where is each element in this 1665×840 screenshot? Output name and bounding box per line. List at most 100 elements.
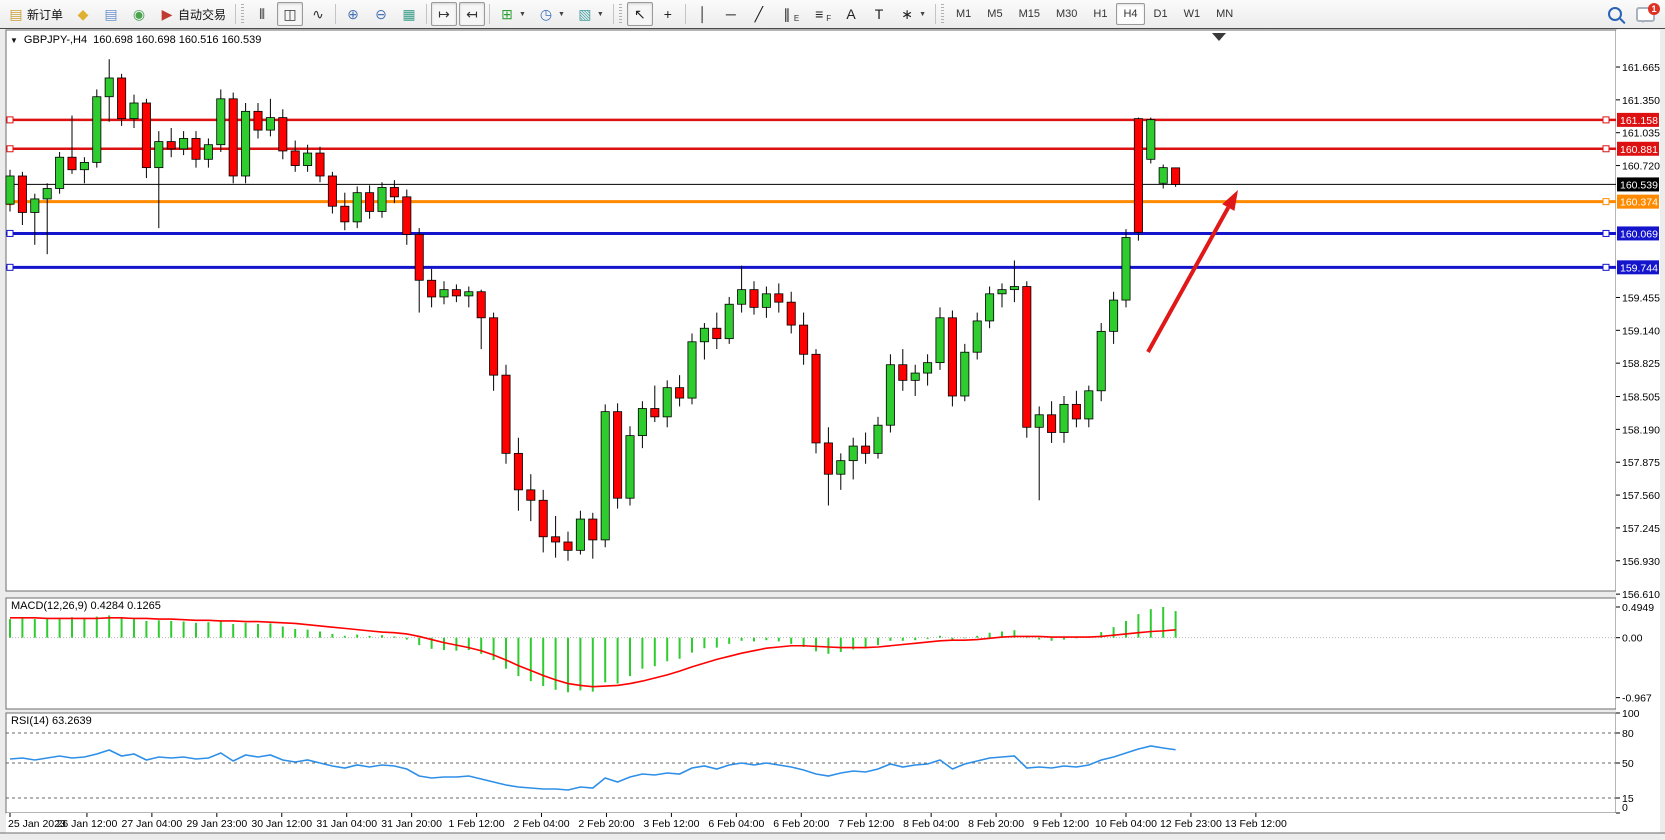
bear-candle-body bbox=[476, 291, 486, 319]
bear-candle-body bbox=[228, 98, 238, 177]
y-tick-label: 161.350 bbox=[1622, 95, 1660, 107]
bear-candle-body bbox=[427, 279, 437, 298]
trendline-button[interactable]: ╱ bbox=[746, 2, 772, 26]
candle bbox=[1121, 229, 1131, 308]
chart-shift-marker[interactable] bbox=[1212, 33, 1226, 41]
chart-shift-button[interactable]: ↤ bbox=[459, 2, 486, 26]
bar-chart-icon: ⫴ bbox=[259, 6, 265, 22]
bear-candle-body bbox=[799, 324, 809, 355]
timeframe-m1[interactable]: M1 bbox=[956, 8, 972, 20]
bear-candle-body bbox=[588, 518, 598, 541]
vertical-line-icon: │ bbox=[698, 6, 708, 22]
crosshair-button[interactable]: + bbox=[655, 2, 681, 26]
equidistant-channel-icon-sub: E bbox=[793, 13, 800, 23]
line-handle[interactable] bbox=[6, 116, 14, 124]
timeframe-m5[interactable]: M5 bbox=[987, 8, 1003, 20]
rsi-tick-label: 50 bbox=[1622, 758, 1634, 770]
text-label-icon: T bbox=[874, 6, 884, 22]
bull-candle-body bbox=[241, 110, 251, 177]
bull-candle-body bbox=[625, 435, 635, 499]
candle bbox=[55, 152, 65, 194]
timeframe-m30[interactable]: M30 bbox=[1055, 8, 1078, 20]
timeframe-mn[interactable]: MN bbox=[1216, 8, 1234, 20]
x-axis-label: 3 Feb 12:00 bbox=[643, 818, 699, 830]
new-order-button-label: 新订单 bbox=[27, 7, 64, 22]
line-handle[interactable] bbox=[1602, 145, 1610, 153]
candle bbox=[923, 354, 933, 386]
horizontal-line-button[interactable]: ─ bbox=[718, 2, 744, 26]
bull-candle-body bbox=[464, 291, 474, 297]
notification-badge: 1 bbox=[1648, 2, 1660, 15]
bull-candle-body bbox=[1096, 330, 1106, 392]
timeframe-d1[interactable]: D1 bbox=[1153, 8, 1168, 20]
y-tick-label: 158.190 bbox=[1622, 424, 1660, 436]
x-axis-label: 7 Feb 12:00 bbox=[838, 818, 894, 830]
templates-button[interactable]: ▧ ▼ bbox=[572, 2, 609, 26]
one-click-trading-toggle[interactable]: ▼ bbox=[10, 35, 18, 45]
timeframe-h4[interactable]: H4 bbox=[1116, 3, 1145, 25]
new-order-icon: ▤ bbox=[9, 6, 23, 22]
timeframe-w1[interactable]: W1 bbox=[1183, 8, 1201, 20]
candlestick-chart-button[interactable]: ◫ bbox=[277, 2, 304, 26]
new-order-button[interactable]: ▤ 新订单 bbox=[3, 2, 68, 26]
trend-arrow-head[interactable] bbox=[1222, 190, 1238, 211]
bear-candle-body bbox=[166, 141, 176, 150]
autotrading-button[interactable]: ▶ 自动交易 bbox=[154, 2, 231, 26]
bull-candle-body bbox=[5, 175, 15, 205]
line-chart-button[interactable]: ∿ bbox=[305, 2, 331, 26]
price-badge-label: 159.744 bbox=[1620, 262, 1658, 274]
bull-candle-body bbox=[637, 408, 647, 437]
bull-candle-body bbox=[104, 77, 114, 98]
tile-windows-button[interactable]: ▦ bbox=[396, 2, 422, 26]
candle bbox=[538, 489, 548, 553]
trend-arrow-line[interactable] bbox=[1146, 206, 1231, 353]
periods-button[interactable]: ◷ ▼ bbox=[533, 2, 570, 26]
text-button[interactable]: A bbox=[838, 2, 864, 26]
channel-button[interactable]: ∥ E bbox=[774, 2, 804, 26]
search-icon[interactable] bbox=[1608, 7, 1622, 21]
line-handle[interactable] bbox=[1602, 116, 1610, 124]
macd-indicator-label: MACD(12,26,9) 0.4284 0.1265 bbox=[11, 600, 161, 612]
candle bbox=[1047, 401, 1057, 443]
print-button[interactable]: ▤ bbox=[98, 2, 124, 26]
fibonacci-button[interactable]: ≡ F bbox=[806, 2, 836, 26]
ohlc-values: 160.698 160.698 160.516 160.539 bbox=[93, 34, 262, 46]
indicators-button[interactable]: ⊞ ▼ bbox=[494, 2, 531, 26]
gold-button[interactable]: ◆ bbox=[70, 2, 96, 26]
zoom-out-button[interactable]: ⊖ bbox=[368, 2, 394, 26]
line-handle[interactable] bbox=[1602, 229, 1610, 237]
candle bbox=[451, 284, 461, 303]
timeframe-h1[interactable]: H1 bbox=[1093, 8, 1108, 20]
zoom-in-button[interactable]: ⊕ bbox=[340, 2, 366, 26]
line-handle[interactable] bbox=[6, 229, 14, 237]
bear-candle-body bbox=[650, 408, 660, 418]
vertical-line-button[interactable]: │ bbox=[690, 2, 716, 26]
arrows-button[interactable]: ∗ ▼ bbox=[894, 2, 931, 26]
text-label-button[interactable]: T bbox=[866, 2, 892, 26]
bear-candle-body bbox=[414, 233, 424, 281]
chat-icon[interactable]: 1 bbox=[1636, 2, 1660, 23]
bar-chart-button[interactable]: ⫴ bbox=[249, 2, 275, 26]
auto-scroll-button[interactable]: ↦ bbox=[431, 2, 458, 26]
line-handle[interactable] bbox=[6, 263, 14, 271]
x-axis-label: 8 Feb 20:00 bbox=[968, 818, 1024, 830]
bull-candle-body bbox=[203, 144, 213, 160]
bear-candle-body bbox=[191, 138, 201, 160]
line-handle[interactable] bbox=[1602, 263, 1610, 271]
cursor-button[interactable]: ↖ bbox=[626, 2, 653, 26]
candle bbox=[960, 343, 970, 402]
candle bbox=[600, 404, 610, 548]
line-handle[interactable] bbox=[6, 145, 14, 153]
news-button[interactable]: ◉ bbox=[126, 2, 152, 26]
candle bbox=[489, 312, 499, 391]
candle bbox=[662, 380, 672, 428]
tile-windows-icon: ▦ bbox=[402, 6, 416, 22]
x-axis-label: 26 Jan 12:00 bbox=[57, 818, 118, 830]
timeframe-m15[interactable]: M15 bbox=[1018, 8, 1040, 20]
candle bbox=[799, 312, 809, 365]
candle bbox=[1096, 323, 1106, 402]
candle bbox=[811, 349, 821, 454]
chevron-down-icon: ▼ bbox=[919, 10, 927, 18]
candle bbox=[389, 180, 399, 204]
line-handle[interactable] bbox=[1602, 198, 1610, 206]
